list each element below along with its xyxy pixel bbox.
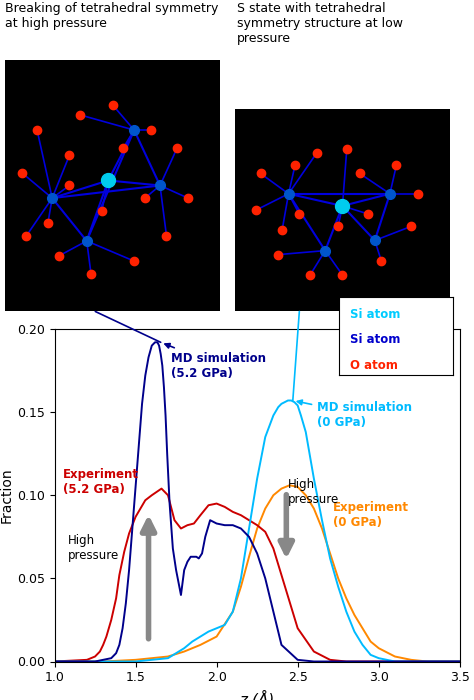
Text: Si atom: Si atom <box>350 333 401 346</box>
Text: MD simulation
(5.2 GPa): MD simulation (5.2 GPa) <box>165 344 266 379</box>
X-axis label: z (Å): z (Å) <box>239 690 275 700</box>
Text: Si atom: Si atom <box>350 308 401 321</box>
Text: S state with tetrahedral
symmetry structure at low
pressure: S state with tetrahedral symmetry struct… <box>237 2 403 45</box>
Text: High
pressure: High pressure <box>67 535 118 563</box>
Text: Experiment
(0 GPa): Experiment (0 GPa) <box>333 501 410 529</box>
Text: MD simulation
(0 GPa): MD simulation (0 GPa) <box>297 400 412 430</box>
Text: O atom: O atom <box>350 359 398 372</box>
Text: High
pressure: High pressure <box>288 478 339 506</box>
Y-axis label: Fraction: Fraction <box>0 468 14 523</box>
Text: Breaking of tetrahedral symmetry
at high pressure: Breaking of tetrahedral symmetry at high… <box>5 2 218 30</box>
Text: Experiment
(5.2 GPa): Experiment (5.2 GPa) <box>63 468 138 496</box>
